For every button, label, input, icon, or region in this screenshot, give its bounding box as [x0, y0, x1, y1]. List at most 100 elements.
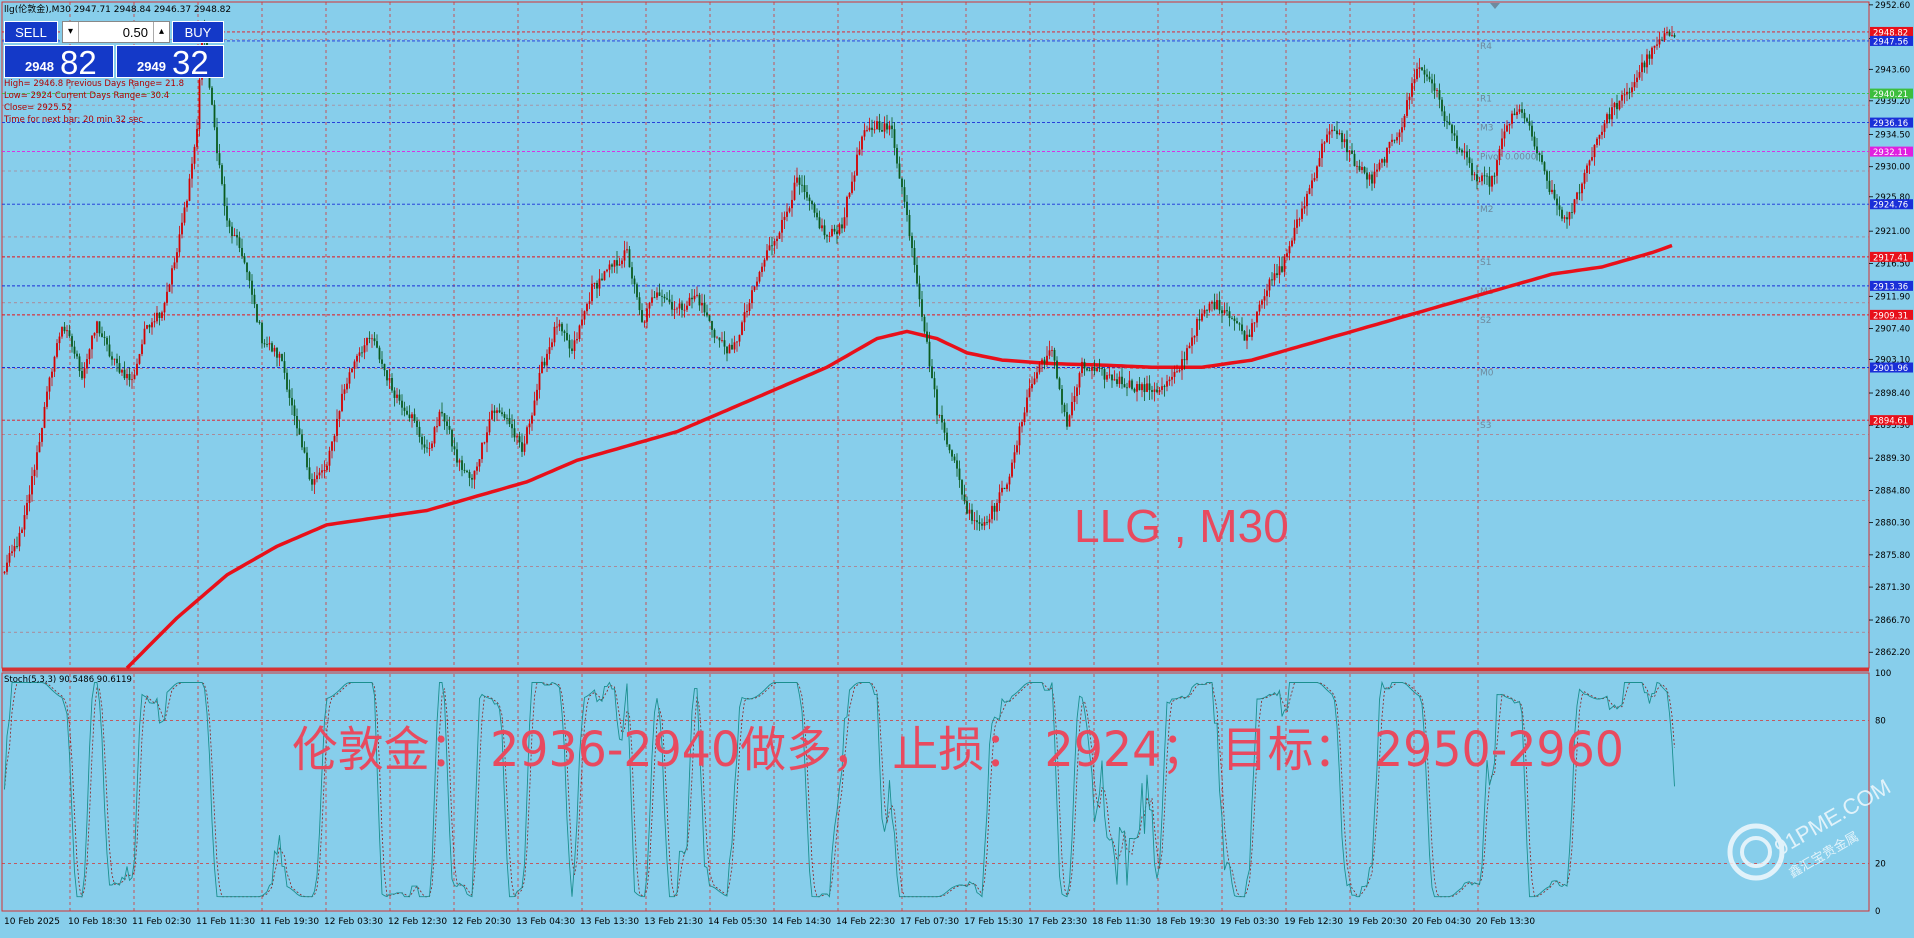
candle [1293, 219, 1296, 244]
candle-body [11, 551, 13, 554]
price-tag-bg [1870, 35, 1913, 46]
candle [646, 303, 648, 329]
candle-body [496, 410, 498, 413]
price-tag: 2940.21 [1870, 88, 1913, 100]
candle [753, 286, 756, 292]
candle [1228, 306, 1231, 327]
lot-size-stepper[interactable]: ▾ ▴ [62, 21, 170, 43]
candle-body [303, 447, 306, 453]
candle-body [1086, 368, 1088, 371]
candle-body [493, 410, 496, 413]
candle-body [228, 220, 231, 227]
candle [223, 176, 226, 216]
candle [1153, 382, 1156, 402]
candle-body [703, 302, 706, 313]
candle [833, 224, 836, 235]
candle [593, 282, 596, 290]
candle-body [1506, 125, 1508, 132]
candle [1436, 88, 1438, 98]
candle-body [656, 292, 658, 298]
buy-price-button[interactable]: 2949 32 [116, 44, 224, 81]
candle-body [1281, 266, 1283, 272]
candle [1223, 302, 1226, 315]
candle-body [958, 468, 961, 481]
candle-body [1266, 290, 1268, 297]
candle-body [641, 310, 643, 322]
candle-body [1496, 160, 1498, 176]
candle [873, 120, 876, 134]
candle [151, 318, 153, 335]
candle-body [1611, 107, 1613, 120]
info-line-close: Close= 2925.52 [4, 103, 72, 113]
candle [851, 172, 853, 195]
price-tag: 2936.16 [1870, 117, 1913, 129]
candle [1091, 365, 1093, 380]
candle-body [471, 477, 473, 480]
candle-body [1058, 378, 1061, 389]
price-tag: 2917.41 [1870, 251, 1913, 263]
candle [493, 405, 496, 422]
candle [1388, 141, 1391, 154]
candle [353, 359, 356, 379]
candle-body [296, 416, 298, 429]
candle-body [576, 338, 578, 341]
sell-price-button[interactable]: 2948 82 [4, 44, 114, 81]
price-tag: 2948.82 [1870, 26, 1913, 38]
candle [283, 352, 286, 380]
candle [331, 441, 333, 459]
candle [528, 419, 531, 435]
price-tag-label: 2894.61 [1873, 417, 1908, 427]
candle-body [1401, 127, 1403, 133]
pivot-level-label: M3 [1480, 124, 1494, 134]
candle-body [376, 341, 378, 348]
candle [288, 379, 291, 406]
buy-button[interactable]: BUY [172, 21, 224, 43]
candle [698, 292, 701, 311]
candle [1476, 165, 1478, 190]
candle [853, 171, 856, 191]
candle-body [866, 129, 868, 131]
lot-decrease-icon[interactable]: ▾ [63, 22, 79, 42]
candle [301, 429, 303, 451]
candle [31, 467, 33, 502]
candle-body [646, 308, 648, 322]
lot-size-input[interactable] [81, 22, 151, 42]
candle [1616, 94, 1618, 119]
candle [848, 192, 851, 199]
candle-body [1191, 337, 1193, 346]
candle [546, 349, 548, 372]
candle-body [1056, 360, 1058, 379]
candle-body [441, 411, 443, 414]
candle-body [1078, 373, 1081, 388]
lot-increase-icon[interactable]: ▴ [153, 22, 169, 42]
candle-body [871, 127, 873, 130]
candle-body [668, 299, 671, 302]
candle-body [171, 268, 173, 285]
candle [1083, 358, 1086, 376]
candle [233, 228, 236, 237]
candle-body [628, 249, 631, 268]
candle-body [358, 352, 361, 356]
candle [908, 209, 911, 241]
candles-layer [3, 19, 1676, 575]
candle [1278, 256, 1281, 284]
candle [828, 231, 831, 243]
y-tick-label: 2880.30 [1875, 519, 1910, 529]
candle-body [56, 343, 58, 357]
candle-body [571, 348, 573, 351]
candle-body [718, 337, 721, 341]
x-tick-label: 10 Feb 2025 [4, 917, 60, 927]
candle-body [1313, 178, 1316, 181]
candle-body [328, 450, 331, 466]
candle-body [1158, 389, 1161, 393]
candle [1671, 26, 1673, 37]
candle [1073, 386, 1076, 411]
candle-body [1476, 174, 1478, 182]
candle-body [593, 282, 596, 284]
candle-body [543, 361, 546, 366]
sell-button[interactable]: SELL [4, 21, 58, 43]
candle-body [1483, 175, 1486, 177]
candle [836, 225, 838, 244]
